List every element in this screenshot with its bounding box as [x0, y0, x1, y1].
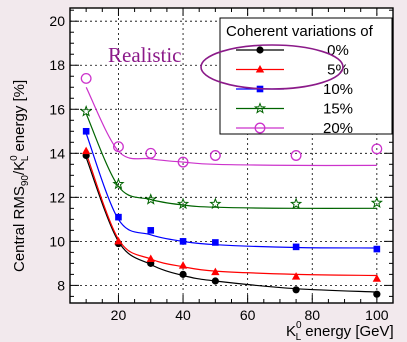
data-point-15pct: [370, 196, 383, 209]
data-point-20pct: [371, 143, 383, 155]
data-point-5pct: [146, 254, 155, 262]
y-tick-label: 8: [57, 277, 65, 293]
legend: Coherent variations of 0%5%10%15%20%: [219, 17, 393, 137]
data-point-0pct: [292, 286, 300, 294]
data-point-0pct: [179, 270, 187, 278]
data-point-5pct: [81, 146, 91, 155]
y-tick-label: 10: [49, 233, 65, 249]
y-tick-label: 18: [49, 57, 65, 73]
data-point-5pct: [211, 267, 220, 276]
legend-title: Coherent variations of: [226, 23, 374, 40]
y-tick-label: 12: [49, 189, 65, 205]
data-point-15pct: [112, 177, 125, 190]
data-point-10pct: [292, 243, 300, 251]
data-point-10pct: [212, 239, 219, 246]
data-point-0pct: [373, 290, 381, 298]
legend-marker: [254, 122, 266, 134]
axis-ticks: 20 40 60 80 100 8 10 12 14 16 18 20: [49, 8, 393, 323]
data-point-20pct: [177, 156, 189, 168]
legend-label: 10%: [323, 81, 353, 98]
data-point-10pct: [179, 238, 187, 245]
y-tick-label: 20: [49, 13, 65, 29]
data-point-15pct: [144, 193, 157, 205]
annotation-realistic: Realistic: [108, 43, 181, 67]
data-point-0pct: [211, 277, 219, 285]
data-point-15pct: [209, 197, 222, 210]
data-point-15pct: [289, 197, 303, 210]
y-axis-label: Central RMS90/K0L energy [%]: [9, 80, 31, 272]
data-point-20pct: [145, 147, 157, 159]
x-tick-label: 40: [175, 307, 191, 323]
realistic-highlight-ellipse: [200, 44, 344, 90]
data-point-15pct: [176, 197, 190, 210]
x-tick-label: 80: [304, 307, 320, 323]
data-point-20pct: [290, 150, 302, 161]
data-point-15pct: [80, 105, 93, 117]
data-point-10pct: [147, 227, 155, 234]
legend-label: 20%: [323, 120, 353, 137]
legend-label: 15%: [323, 101, 353, 118]
data-point-10pct: [115, 213, 122, 221]
legend-marker: [253, 102, 267, 114]
data-point-10pct: [373, 245, 381, 253]
y-tick-label: 16: [49, 101, 65, 117]
legend-label: 0%: [327, 42, 349, 59]
legend-box: [219, 17, 393, 135]
y-tick-label: 14: [49, 145, 65, 161]
x-tick-label: 20: [111, 307, 127, 323]
x-tick-label: 60: [240, 307, 256, 323]
data-point-20pct: [209, 150, 221, 161]
legend-marker: [255, 65, 265, 73]
data-point-5pct: [291, 272, 301, 280]
data-point-5pct: [114, 236, 123, 245]
x-axis-label: K0 L energy [GeV]: [286, 320, 394, 342]
data-point-5pct: [178, 261, 188, 269]
data-point-5pct: [372, 274, 382, 282]
data-point-10pct: [82, 127, 90, 135]
data-point-20pct: [80, 72, 92, 84]
data-points: [80, 72, 383, 298]
x-tick-label: 100: [365, 307, 389, 323]
data-point-20pct: [112, 141, 124, 153]
legend-marker: [256, 46, 264, 54]
